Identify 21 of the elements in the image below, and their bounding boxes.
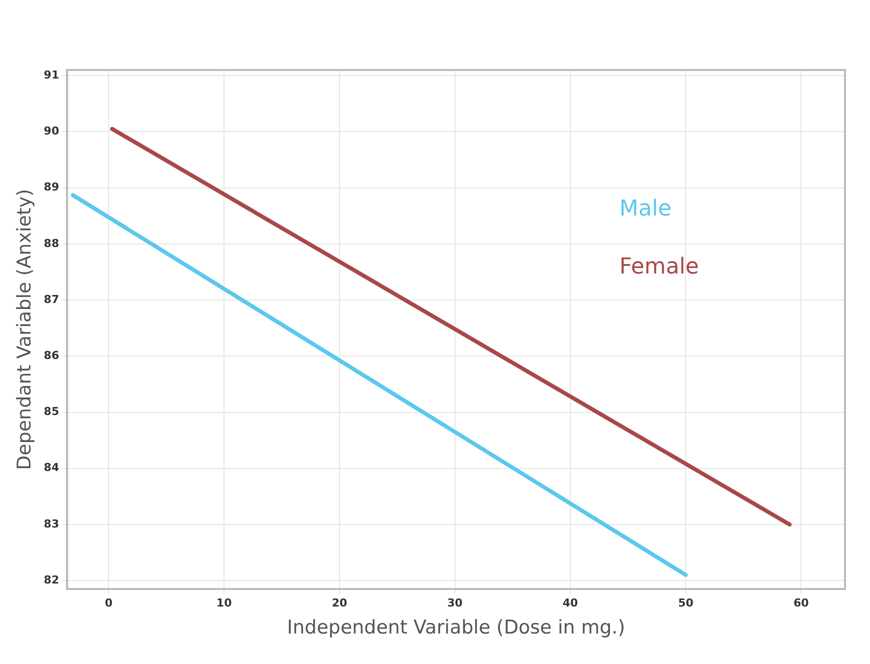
y-tick-label: 87 bbox=[44, 292, 60, 306]
x-tick-label: 0 bbox=[104, 596, 113, 610]
x-tick-label: 50 bbox=[678, 596, 694, 610]
x-axis-title: Independent Variable (Dose in mg.) bbox=[286, 616, 626, 639]
text: Male bbox=[619, 196, 672, 222]
x-tick-label: 10 bbox=[216, 596, 232, 610]
y-tick-label: 89 bbox=[44, 180, 60, 194]
x-tick-label: 20 bbox=[332, 596, 348, 610]
y-tick-label: 83 bbox=[44, 517, 60, 530]
x-tick-label: 40 bbox=[562, 596, 578, 610]
x-tick-label: 30 bbox=[447, 596, 463, 610]
y-tick-label: 86 bbox=[44, 349, 60, 362]
y-tick-label: 85 bbox=[44, 405, 60, 418]
y-tick-label: 88 bbox=[44, 236, 60, 250]
y-tick-label: 90 bbox=[44, 124, 60, 138]
y-axis-title: Dependant Variable (Anxiety) bbox=[13, 188, 36, 470]
text: Female bbox=[619, 254, 699, 280]
y-tick-label: 82 bbox=[44, 573, 60, 586]
x-tick-label: 60 bbox=[793, 596, 810, 610]
y-tick-label: 91 bbox=[44, 68, 60, 82]
y-tick-label: 84 bbox=[44, 461, 60, 474]
